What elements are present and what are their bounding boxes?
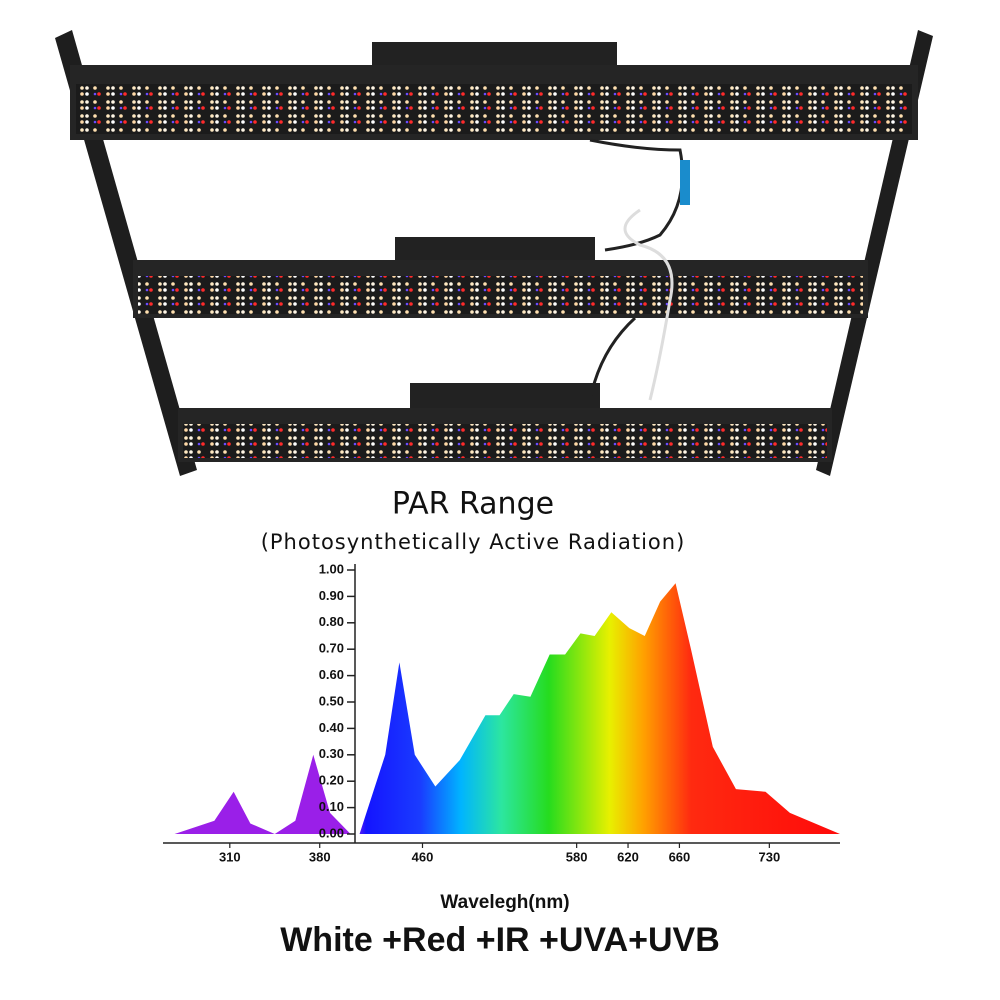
y-tick-label: 0.20 bbox=[319, 773, 344, 788]
x-axis-label: Wavelegh(nm) bbox=[440, 892, 569, 913]
x-tick-label: 460 bbox=[412, 849, 434, 864]
y-tick-label: 0.90 bbox=[319, 588, 344, 603]
x-tick-label: 620 bbox=[617, 849, 639, 864]
y-tick-label: 0.50 bbox=[319, 693, 344, 708]
connector bbox=[680, 160, 690, 205]
y-tick-label: 0.30 bbox=[319, 746, 344, 761]
frame-left bbox=[55, 30, 197, 476]
chart-title: PAR Range bbox=[392, 487, 554, 522]
cable bbox=[588, 316, 637, 401]
y-tick-label: 0.80 bbox=[319, 614, 344, 629]
cable bbox=[623, 208, 674, 401]
x-tick-label: 380 bbox=[309, 849, 331, 864]
y-tick-label: 0.70 bbox=[319, 641, 344, 656]
led-array bbox=[183, 424, 827, 458]
plot-area: 0.00 0.10 0.20 0.30 0.40 0.50 0.60 0.70 0.80 0.90… bbox=[163, 561, 841, 864]
spectrum-area bbox=[174, 583, 841, 834]
y-tick-label: 0.00 bbox=[319, 825, 344, 840]
x-tick-label: 310 bbox=[219, 849, 241, 864]
frame-right bbox=[816, 30, 933, 476]
driver bbox=[410, 383, 600, 410]
caption: White +Red +IR +UVA+UVB bbox=[280, 921, 720, 959]
led-array bbox=[76, 84, 912, 134]
led-array bbox=[138, 276, 863, 314]
x-tick-label: 580 bbox=[566, 849, 588, 864]
grow-light bbox=[55, 30, 933, 476]
y-tick-label: 1.00 bbox=[319, 561, 344, 576]
x-tick-label: 730 bbox=[758, 849, 780, 864]
driver bbox=[372, 42, 617, 68]
chart-subtitle: (Photosynthetically Active Radiation) bbox=[261, 530, 686, 554]
y-tick-label: 0.10 bbox=[319, 799, 344, 814]
x-tick-label: 660 bbox=[669, 849, 691, 864]
y-tick-label: 0.40 bbox=[319, 720, 344, 735]
y-tick-label: 0.60 bbox=[319, 667, 344, 682]
driver bbox=[395, 237, 595, 262]
cable bbox=[589, 138, 684, 252]
